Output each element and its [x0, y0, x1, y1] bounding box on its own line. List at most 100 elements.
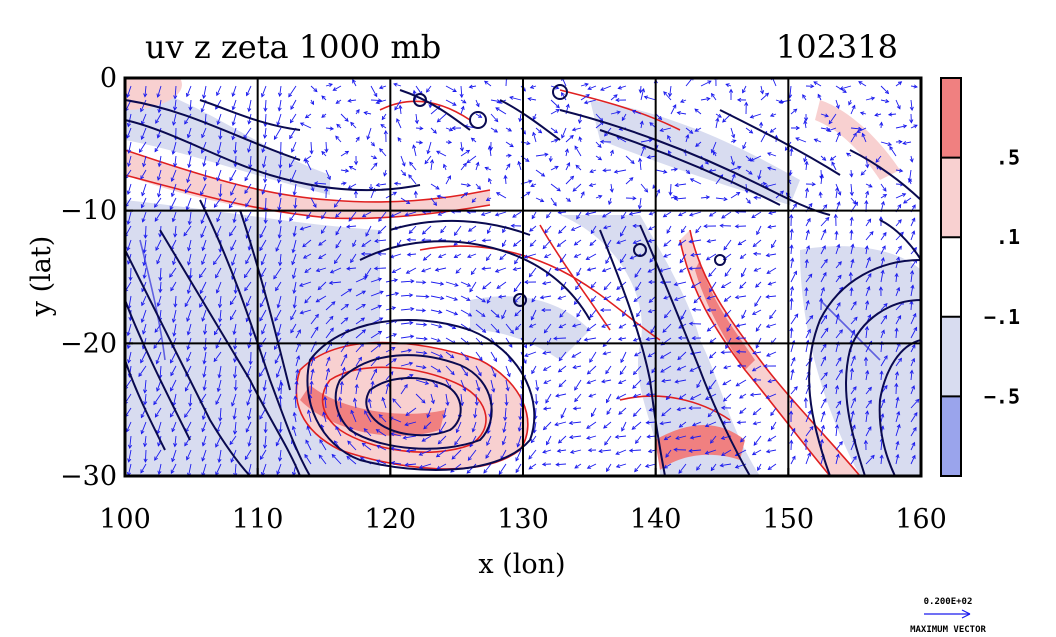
wind-vector — [430, 281, 444, 285]
wind-vector — [790, 386, 798, 395]
wind-vector-head — [288, 93, 293, 98]
wind-vector-head — [451, 455, 456, 460]
wind-vector — [295, 329, 301, 339]
wind-vector — [664, 435, 672, 441]
wind-vector — [203, 85, 207, 99]
wind-vector-head — [404, 422, 409, 427]
wind-vector-head — [880, 413, 885, 418]
wind-vector — [216, 211, 222, 222]
wind-vector-head — [326, 356, 331, 361]
wind-vector — [616, 393, 627, 400]
wind-vector-head — [557, 439, 563, 444]
wind-vector-head — [762, 181, 768, 186]
wind-vector-head — [263, 429, 268, 434]
wind-vector — [157, 85, 162, 98]
wind-vector-head — [558, 383, 563, 388]
wind-vector — [766, 449, 777, 453]
wind-vector — [496, 281, 507, 289]
wind-vector-head — [468, 84, 473, 89]
wind-vector — [895, 411, 900, 423]
wind-vector — [880, 141, 892, 146]
wind-vector-head — [749, 114, 755, 119]
wind-vector — [726, 323, 732, 332]
wind-vector-head — [735, 349, 741, 354]
wind-vector-head — [644, 463, 650, 468]
wind-vector-head — [803, 438, 809, 443]
wind-vector — [820, 127, 830, 130]
wind-vector-head — [218, 417, 223, 422]
wind-vector-head — [895, 453, 900, 459]
wind-vector-head — [277, 220, 283, 225]
wind-vector — [618, 379, 627, 384]
wind-vector — [835, 425, 838, 437]
wind-vector-head — [771, 244, 775, 249]
wind-vector-head — [292, 289, 297, 295]
wind-vector — [517, 435, 522, 447]
wind-vector-head — [333, 203, 338, 208]
wind-vector-head — [169, 205, 174, 211]
wind-vector-head — [350, 121, 355, 126]
wind-vector-head — [789, 297, 794, 302]
wind-vector — [355, 357, 362, 367]
wind-vector — [245, 253, 252, 264]
wind-vector-head — [328, 83, 333, 88]
wind-vector — [355, 343, 364, 353]
wind-vector-head — [140, 414, 145, 419]
wind-vector-head — [705, 256, 711, 261]
wind-vector — [635, 435, 642, 444]
wind-vector — [234, 365, 237, 378]
wind-vector-head — [882, 187, 887, 192]
wind-vector-head — [661, 378, 666, 383]
wind-vector — [244, 183, 252, 194]
wind-vector-head — [230, 458, 235, 463]
wind-vector-head — [261, 148, 266, 153]
wind-vector-head — [459, 147, 464, 152]
wind-vector-head — [247, 107, 252, 113]
wind-vector-head — [383, 172, 388, 177]
wind-vector-head — [215, 344, 220, 349]
wind-vector-head — [834, 424, 839, 429]
wind-vector-head — [128, 276, 133, 282]
wind-vector-head — [725, 83, 730, 88]
wind-vector-head — [546, 272, 550, 278]
wind-vector-head — [755, 344, 760, 349]
wind-vector — [675, 435, 687, 440]
wind-vector — [460, 183, 471, 187]
wind-vector — [740, 435, 747, 443]
wind-vector — [693, 295, 702, 304]
wind-vector-head — [426, 150, 431, 155]
wind-vector-head — [881, 329, 885, 334]
wind-vector-head — [570, 227, 576, 231]
wind-vector-head — [263, 219, 268, 224]
wind-vector-head — [312, 203, 317, 208]
wind-vector-head — [601, 268, 607, 273]
wind-vector — [513, 281, 522, 292]
wind-vector-head — [576, 313, 581, 318]
wind-vector — [244, 267, 252, 278]
wind-vector — [546, 435, 552, 445]
wind-vector-head — [184, 442, 189, 447]
wind-vector — [243, 127, 252, 139]
wind-vector-head — [616, 267, 622, 272]
wind-vector-head — [807, 410, 812, 415]
wind-vector-head — [409, 161, 414, 166]
wind-vector-head — [142, 330, 146, 335]
wind-vector-head — [803, 158, 808, 163]
wind-vector-head — [663, 253, 668, 258]
wind-vector — [555, 267, 567, 271]
wind-vector — [576, 309, 582, 317]
wind-vector-head — [370, 142, 376, 147]
wind-vector — [280, 382, 282, 395]
wind-vector-head — [805, 229, 810, 234]
wind-vector-head — [589, 241, 594, 247]
wind-vector — [865, 300, 869, 311]
wind-vector-head — [260, 93, 265, 98]
wind-vector-head — [425, 88, 430, 93]
wind-vector — [902, 141, 912, 144]
wind-vector — [575, 281, 582, 290]
wind-vector-head — [373, 368, 377, 373]
wind-vector-head — [348, 217, 353, 222]
wind-vector-head — [557, 295, 562, 300]
wind-vector — [419, 449, 432, 456]
wind-vector-head — [822, 271, 827, 277]
